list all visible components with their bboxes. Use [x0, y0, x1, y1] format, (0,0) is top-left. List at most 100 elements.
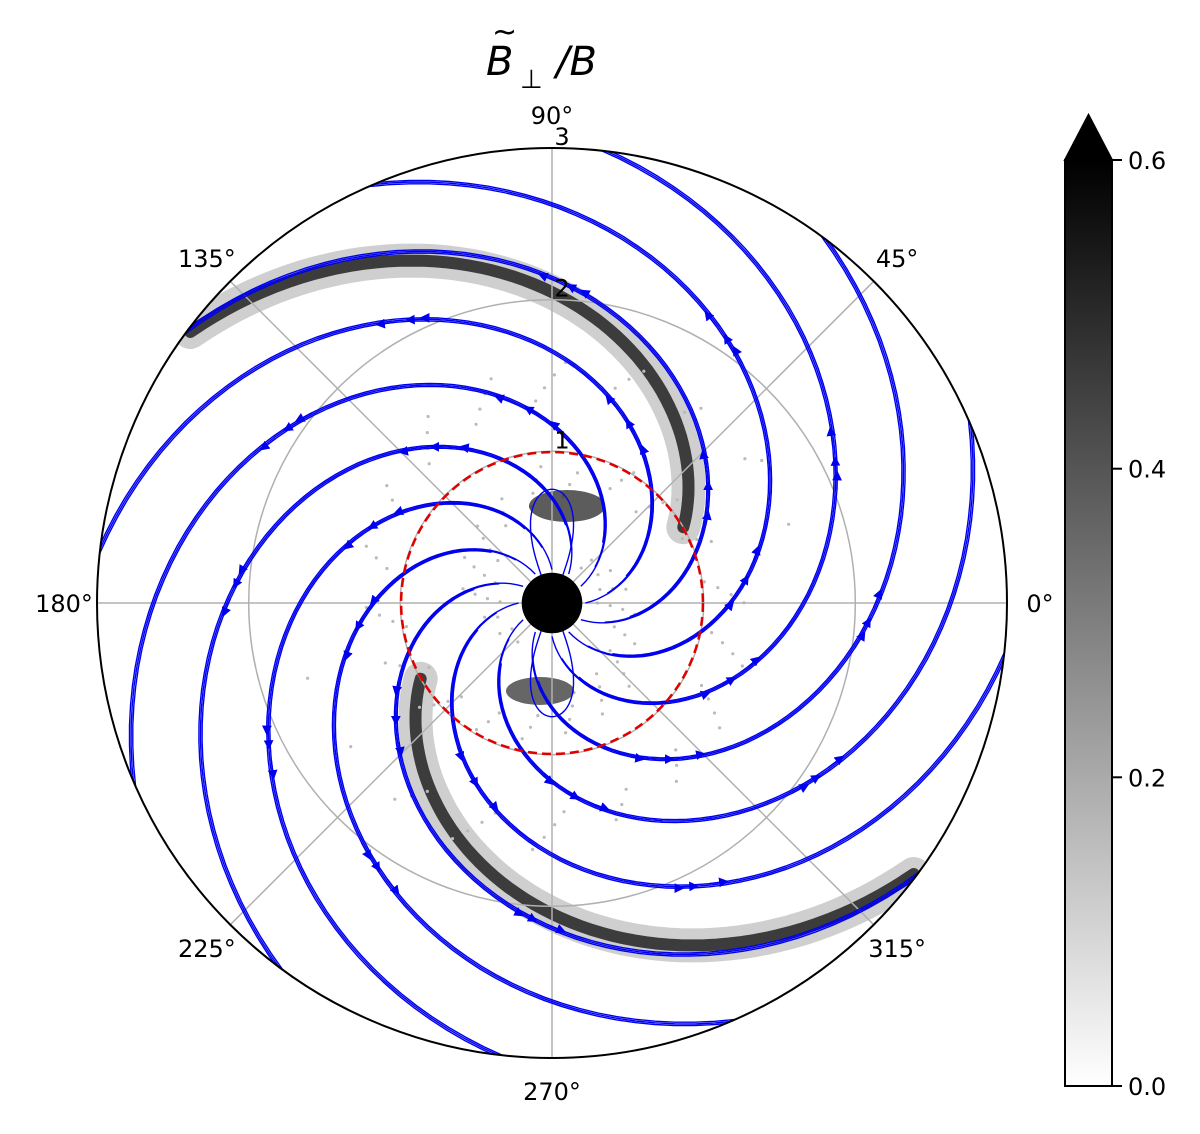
- speckle: [579, 566, 583, 570]
- speckle: [446, 699, 450, 704]
- streamline-arrow: [854, 631, 866, 649]
- streamline-arrow: [860, 617, 871, 635]
- speckle: [459, 695, 463, 699]
- speckle: [483, 615, 487, 619]
- speckle: [568, 717, 572, 722]
- colorbar-tick-label: 0.0: [1128, 1073, 1166, 1101]
- speckle: [481, 536, 485, 540]
- colorbar-ticks: 0.0 0.2 0.4 0.6: [1112, 147, 1166, 1101]
- streamline-arrow: [458, 443, 474, 453]
- streamline-arrow: [494, 394, 510, 404]
- spiral-arm: [409, 672, 920, 952]
- radial-tick-label: 3: [554, 123, 569, 151]
- speckle: [480, 820, 484, 824]
- streamline-arrow: [267, 759, 278, 780]
- speckle: [621, 607, 625, 612]
- colorbar-extend-arrow: [1063, 112, 1114, 161]
- speckle: [500, 497, 504, 501]
- speckle: [695, 537, 699, 542]
- angle-tick-label: 45°: [876, 245, 919, 273]
- speckle: [516, 640, 520, 644]
- speckle: [706, 697, 711, 701]
- streamline-arrow: [722, 676, 737, 686]
- streamline-arrow: [747, 656, 761, 668]
- streamline-arrow: [639, 444, 650, 459]
- streamline-arrow: [547, 923, 567, 934]
- speckle: [623, 633, 627, 637]
- speckle: [520, 737, 524, 741]
- speckle: [485, 597, 490, 601]
- speckle: [615, 660, 620, 664]
- streamline: [266, 500, 553, 1058]
- streamline: [97, 317, 655, 604]
- speckle: [417, 705, 422, 709]
- streamline: [531, 233, 906, 762]
- speckle: [632, 471, 636, 475]
- streamline: [333, 549, 736, 1025]
- speckle: [729, 593, 733, 597]
- speckle: [426, 414, 430, 419]
- angle-tick-label: 0°: [1026, 590, 1053, 618]
- angle-tick-label: 225°: [178, 935, 236, 963]
- speckle: [473, 592, 477, 596]
- streamline-arrow: [294, 412, 313, 423]
- speckle: [598, 685, 602, 689]
- angular-gridline: [229, 602, 553, 926]
- speckle: [534, 399, 538, 403]
- title-subscript: ⊥: [520, 65, 543, 95]
- streamline-arrow: [343, 538, 357, 550]
- streamline: [497, 419, 976, 824]
- speckle: [760, 458, 764, 463]
- inner-disk: [521, 572, 583, 634]
- streamline-arrow: [751, 545, 761, 561]
- speckle: [478, 407, 482, 411]
- streamline-arrow: [375, 318, 396, 329]
- title-symbol: B: [486, 39, 513, 85]
- streamline-arrow: [355, 617, 365, 632]
- streamline-arrow: [739, 574, 749, 589]
- speckle: [661, 501, 665, 505]
- speckle: [620, 802, 624, 807]
- streamline-arrow: [537, 272, 557, 283]
- streamline-arrow: [826, 426, 837, 447]
- speckle: [595, 672, 599, 676]
- speckle: [562, 810, 566, 814]
- speckle: [575, 471, 580, 475]
- angle-tick-label: 315°: [868, 935, 926, 963]
- speckle: [425, 431, 429, 435]
- streamline: [267, 502, 543, 1058]
- speckle: [710, 631, 714, 635]
- streamline: [182, 249, 711, 624]
- speckle: [743, 457, 747, 461]
- streamline: [451, 612, 1007, 888]
- speckle: [608, 487, 612, 491]
- angular-gridline: [229, 280, 553, 604]
- angle-labels: 0° 45° 90° 135° 180° 225° 270° 315°: [35, 102, 1054, 1106]
- speckle: [598, 587, 602, 592]
- speckle: [740, 664, 745, 668]
- speckle: [364, 544, 368, 548]
- streamline: [499, 399, 972, 821]
- speckle: [568, 482, 572, 487]
- speckle: [496, 558, 500, 563]
- streamline: [168, 252, 708, 618]
- title-accent: ~: [492, 15, 517, 50]
- speckle: [489, 377, 493, 381]
- streamline-arrow: [566, 284, 584, 295]
- speckle: [731, 652, 735, 656]
- speckle: [542, 386, 547, 390]
- speckle: [642, 369, 646, 373]
- speckle: [385, 484, 389, 488]
- streamline-arrow: [605, 394, 617, 408]
- title-denominator: /B: [553, 39, 597, 85]
- colorbar-tick-label: 0.6: [1128, 147, 1166, 175]
- streamline: [396, 588, 936, 954]
- speckle: [539, 465, 543, 469]
- speckle: [619, 478, 624, 482]
- streamline-arrow: [506, 905, 524, 917]
- streamline: [334, 550, 756, 1023]
- streamline-arrow: [594, 802, 610, 812]
- speckle: [596, 573, 600, 577]
- colorbar-tick-label: 0.4: [1128, 456, 1166, 484]
